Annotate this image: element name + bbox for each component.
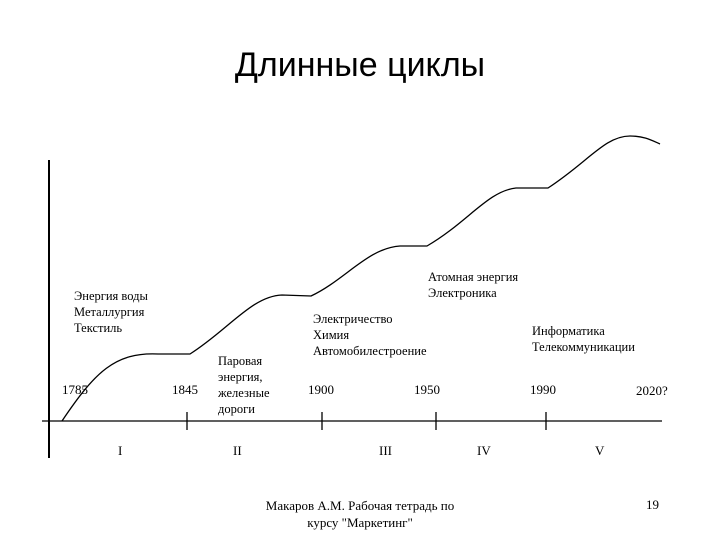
page-number: 19	[646, 497, 659, 512]
wave3-label-3: Автомобилестроение	[313, 344, 427, 358]
cycle-label-5: V	[595, 443, 605, 458]
wave2-label-3: железные	[218, 386, 270, 400]
wave5-label-1: Информатика	[532, 324, 605, 338]
wave2-label-4: дороги	[218, 402, 255, 416]
wave2-label-1: Паровая	[218, 354, 263, 368]
long-waves-curve	[61, 135, 661, 422]
year-1950: 1950	[414, 382, 440, 397]
wave1-label-2: Металлургия	[74, 305, 145, 319]
year-1785: 1785	[62, 382, 88, 397]
wave3-label-2: Химия	[313, 328, 350, 342]
year-1900: 1900	[308, 382, 334, 397]
footer-line-2: курсу "Маркетинг"	[307, 515, 413, 530]
year-2020: 2020?	[636, 383, 668, 398]
wave5-label-2: Телекоммуникации	[532, 340, 635, 354]
cycle-label-4: IV	[477, 443, 491, 458]
footer-line-1: Макаров А.М. Рабочая тетрадь по	[265, 498, 455, 513]
year-1990: 1990	[530, 382, 556, 397]
wave4-label-2: Электроника	[428, 286, 497, 300]
wave4-label-1: Атомная энергия	[428, 270, 519, 284]
wave1-label-1: Энергия воды	[74, 289, 148, 303]
wave2-label-2: энергия,	[218, 370, 263, 384]
cycle-label-1: I	[118, 443, 123, 458]
footer-citation: Макаров А.М. Рабочая тетрадь по курсу "М…	[240, 497, 480, 531]
year-1845: 1845	[172, 382, 198, 397]
cycle-label-2: II	[233, 443, 242, 458]
wave3-label-1: Электричество	[313, 312, 393, 326]
page-title: Длинные циклы	[234, 46, 486, 84]
cycle-label-3: III	[379, 443, 392, 458]
wave1-label-3: Текстиль	[74, 321, 123, 335]
